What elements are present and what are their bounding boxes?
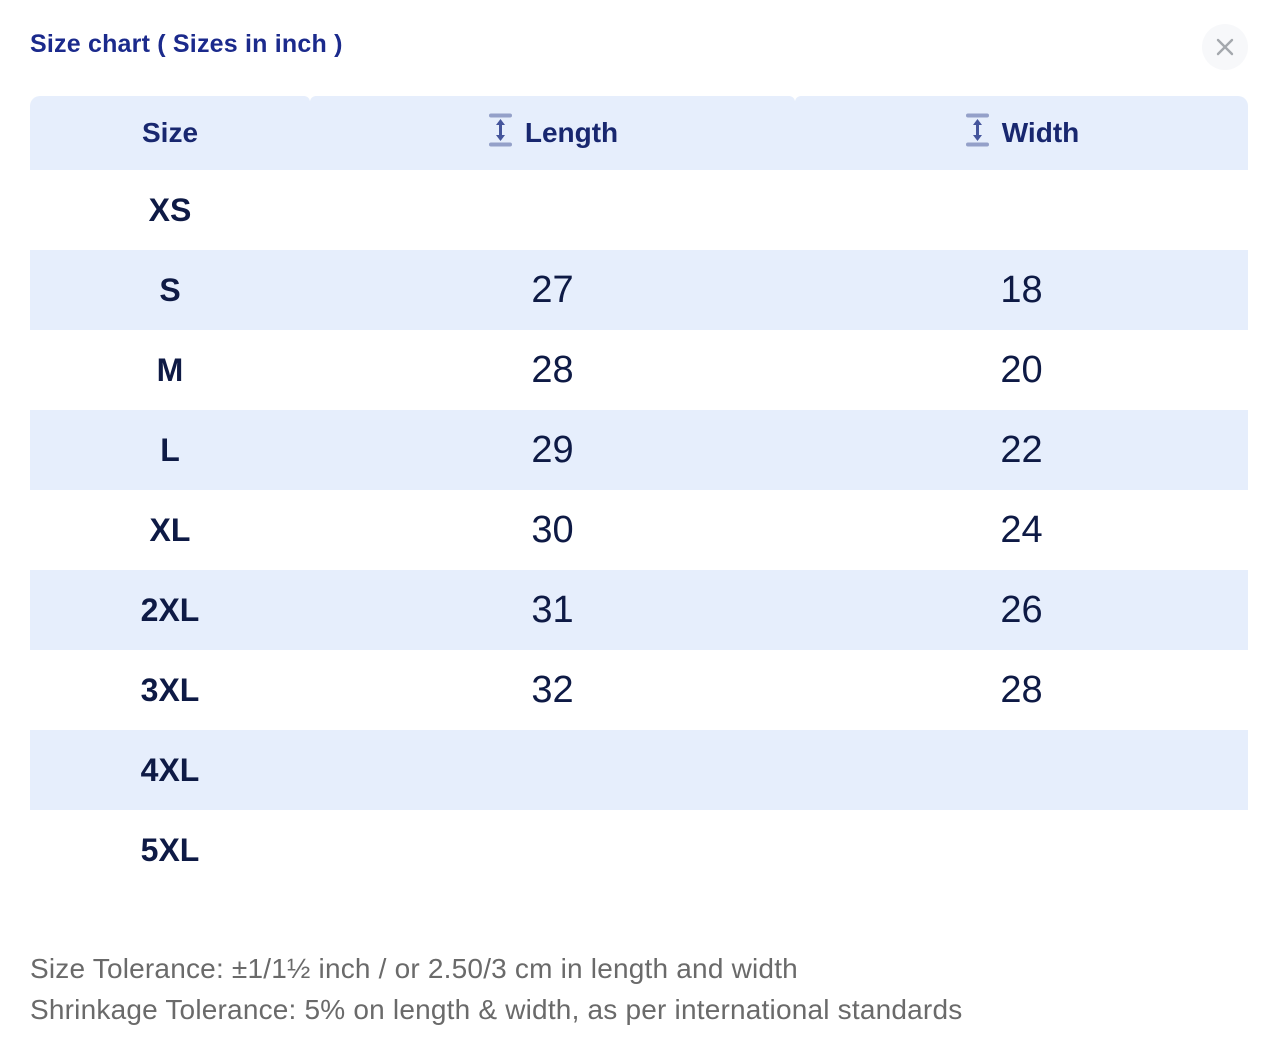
table-row: S 27 18 — [30, 250, 1248, 330]
size-tolerance-note: Size Tolerance: ±1/1½ inch / or 2.50/3 c… — [30, 953, 798, 984]
size-cell: 5XL — [140, 831, 200, 868]
column-header-size: Size — [30, 96, 310, 170]
column-header-length: Length — [310, 96, 795, 170]
size-cell: L — [160, 431, 180, 468]
length-cell: 28 — [531, 348, 574, 391]
size-cell: 3XL — [140, 671, 200, 708]
length-cell: 31 — [531, 588, 574, 631]
table-header-row: Size Length — [30, 96, 1248, 170]
size-cell: 2XL — [140, 591, 200, 628]
tolerance-notes: Size Tolerance: ±1/1½ inch / or 2.50/3 c… — [30, 948, 962, 1030]
table-row: 5XL — [30, 810, 1248, 890]
length-cell — [310, 170, 795, 250]
table-row: L 29 22 — [30, 410, 1248, 490]
modal-title: Size chart ( Sizes in inch ) — [30, 30, 343, 58]
width-cell: 26 — [1000, 588, 1043, 631]
size-cell: M — [156, 351, 184, 388]
size-cell: 4XL — [140, 751, 200, 788]
length-cell: 32 — [531, 668, 574, 711]
table-body: XS S 27 18 M 28 20 L 29 22 XL 30 24 2XL … — [30, 170, 1248, 890]
width-cell — [795, 170, 1248, 250]
length-cell: 27 — [531, 268, 574, 311]
table-row: XS — [30, 170, 1248, 250]
shrinkage-tolerance-note: Shrinkage Tolerance: 5% on length & widt… — [30, 994, 963, 1025]
width-cell: 20 — [1000, 348, 1043, 391]
length-cell — [310, 810, 795, 890]
width-column-label: Width — [1001, 117, 1080, 148]
width-cell — [795, 730, 1248, 810]
table-row: XL 30 24 — [30, 490, 1248, 570]
size-cell: S — [159, 271, 181, 308]
table-row: 3XL 32 28 — [30, 650, 1248, 730]
size-cell: XS — [148, 191, 192, 228]
size-table: Size Length — [30, 96, 1248, 890]
height-measure-icon — [487, 111, 514, 156]
table-row: 4XL — [30, 730, 1248, 810]
close-icon — [1213, 35, 1237, 59]
width-cell — [795, 810, 1248, 890]
size-cell: XL — [149, 511, 191, 548]
column-header-width: Width — [795, 96, 1248, 170]
width-cell: 28 — [1000, 668, 1043, 711]
table-row: 2XL 31 26 — [30, 570, 1248, 650]
height-measure-icon — [964, 111, 991, 156]
width-cell: 22 — [1000, 428, 1043, 471]
length-column-label: Length — [524, 117, 619, 148]
length-cell: 30 — [531, 508, 574, 551]
length-cell — [310, 730, 795, 810]
close-button[interactable] — [1202, 24, 1248, 70]
table-row: M 28 20 — [30, 330, 1248, 410]
width-cell: 18 — [1000, 268, 1043, 311]
length-cell: 29 — [531, 428, 574, 471]
size-column-label: Size — [141, 117, 199, 148]
width-cell: 24 — [1000, 508, 1043, 551]
